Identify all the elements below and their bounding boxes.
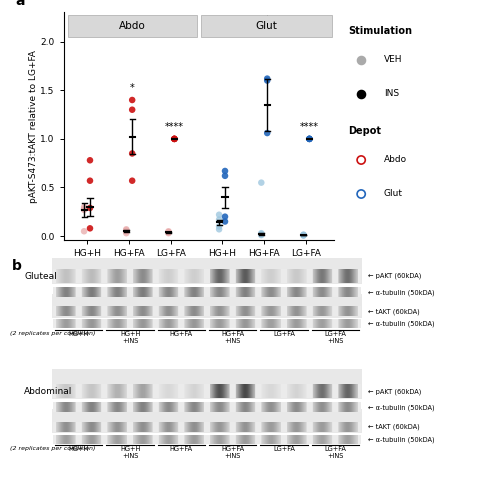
Text: HG+FA: HG+FA xyxy=(170,330,193,336)
Point xyxy=(357,190,365,198)
Point xyxy=(305,135,313,143)
Text: Depot: Depot xyxy=(348,126,382,136)
Point xyxy=(215,216,223,224)
Point xyxy=(86,224,94,232)
Bar xyxy=(68,16,197,37)
Text: HG+FA
+INS: HG+FA +INS xyxy=(221,446,245,459)
Point xyxy=(122,226,130,234)
Point xyxy=(221,172,229,180)
Point xyxy=(300,231,307,239)
Text: ← pAKT (60kDA): ← pAKT (60kDA) xyxy=(368,388,422,394)
Text: b: b xyxy=(12,258,22,272)
Text: LG+FA: LG+FA xyxy=(273,330,295,336)
Point xyxy=(263,74,271,82)
Point xyxy=(263,129,271,137)
Text: ← α-tubulin (50kDA): ← α-tubulin (50kDA) xyxy=(368,321,435,328)
Point xyxy=(221,212,229,220)
Point xyxy=(215,226,223,234)
Point xyxy=(86,204,94,212)
Bar xyxy=(52,369,362,399)
Text: Abdo: Abdo xyxy=(384,156,407,164)
Text: HG+FA: HG+FA xyxy=(170,446,193,452)
Text: Glut: Glut xyxy=(384,190,403,198)
Point xyxy=(305,135,313,143)
Bar xyxy=(52,409,362,432)
Text: ← pAKT (60kDA): ← pAKT (60kDA) xyxy=(368,273,422,280)
Text: HG+H
+INS: HG+H +INS xyxy=(120,446,140,459)
Point xyxy=(357,56,365,64)
Text: Abdo: Abdo xyxy=(119,21,146,31)
Point xyxy=(80,205,88,213)
Text: Gluteal: Gluteal xyxy=(24,272,57,281)
Point xyxy=(257,230,265,238)
Point xyxy=(128,96,136,104)
Text: HG+H: HG+H xyxy=(69,446,89,452)
Point xyxy=(357,156,365,164)
Text: HG+H: HG+H xyxy=(69,330,89,336)
Text: LG+FA
+INS: LG+FA +INS xyxy=(325,446,346,459)
Point xyxy=(86,156,94,164)
Y-axis label: pAKT-S473:tAKT relative to LG+FA: pAKT-S473:tAKT relative to LG+FA xyxy=(28,50,38,203)
Point xyxy=(164,229,172,237)
Point xyxy=(122,227,130,235)
Point xyxy=(263,28,271,36)
Point xyxy=(170,135,178,143)
Bar xyxy=(52,254,362,284)
Text: (2 replicates per condition): (2 replicates per condition) xyxy=(10,446,95,451)
Text: a: a xyxy=(15,0,25,8)
Point xyxy=(215,222,223,230)
Point xyxy=(263,76,271,84)
Point xyxy=(164,227,172,235)
Text: INS: INS xyxy=(384,90,399,98)
Point xyxy=(128,106,136,114)
Text: HG+FA
+INS: HG+FA +INS xyxy=(221,330,245,344)
Text: LG+FA: LG+FA xyxy=(273,446,295,452)
Point xyxy=(305,135,313,143)
Bar xyxy=(201,16,332,37)
Point xyxy=(300,232,307,239)
Point xyxy=(170,135,178,143)
Point xyxy=(221,218,229,226)
Text: HG+H
+INS: HG+H +INS xyxy=(120,330,140,344)
Point xyxy=(128,176,136,184)
Point xyxy=(80,206,88,214)
Point xyxy=(357,90,365,98)
Text: ← tAKT (60kDA): ← tAKT (60kDA) xyxy=(368,308,420,315)
Point xyxy=(86,176,94,184)
Point xyxy=(221,167,229,175)
Text: VEH: VEH xyxy=(384,56,403,64)
Point xyxy=(80,203,88,211)
Text: ← α-tubulin (50kDA): ← α-tubulin (50kDA) xyxy=(368,404,435,411)
Text: ← α-tubulin (50kDA): ← α-tubulin (50kDA) xyxy=(368,436,435,442)
Point xyxy=(128,150,136,158)
Point xyxy=(300,231,307,239)
Point xyxy=(122,226,130,234)
Text: ← α-tubulin (50kDA): ← α-tubulin (50kDA) xyxy=(368,289,435,296)
Text: *: * xyxy=(130,83,135,93)
Point xyxy=(170,135,178,143)
Point xyxy=(257,229,265,237)
Point xyxy=(300,230,307,238)
Text: (2 replicates per condition): (2 replicates per condition) xyxy=(10,330,95,336)
Text: LG+FA
+INS: LG+FA +INS xyxy=(325,330,346,344)
Point xyxy=(80,227,88,235)
Text: ****: **** xyxy=(165,122,184,132)
Text: Abdominal: Abdominal xyxy=(24,387,73,396)
Text: *: * xyxy=(265,15,270,25)
Point xyxy=(257,178,265,186)
Text: Glut: Glut xyxy=(255,21,277,31)
Point xyxy=(164,228,172,236)
Text: ← tAKT (60kDA): ← tAKT (60kDA) xyxy=(368,424,420,430)
Point xyxy=(170,135,178,143)
Text: ****: **** xyxy=(300,122,319,132)
Point xyxy=(215,210,223,218)
Point xyxy=(305,135,313,143)
Point xyxy=(257,231,265,239)
Point xyxy=(164,228,172,236)
Point xyxy=(122,229,130,237)
Bar xyxy=(52,294,362,318)
Text: Stimulation: Stimulation xyxy=(348,26,412,36)
